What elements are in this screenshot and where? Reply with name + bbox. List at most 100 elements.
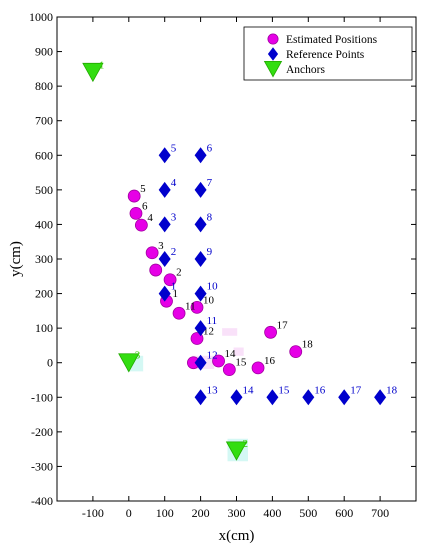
reference-points-label: 17 <box>350 384 362 396</box>
y-tick-label: -100 <box>31 390 53 404</box>
estimated-positions-point <box>212 354 225 368</box>
y-tick-label: -300 <box>31 459 53 473</box>
estimated-positions-point <box>163 273 177 287</box>
y-tick-label: 0 <box>47 356 53 370</box>
reference-points-point <box>158 147 171 164</box>
x-tick-label: 400 <box>263 506 281 520</box>
anchors-label: 3 <box>135 350 141 362</box>
y-tick-label: 700 <box>35 114 53 128</box>
reference-points-point <box>194 285 207 302</box>
legend-reference-points-label: Reference Points <box>286 49 365 61</box>
y-tick-label: 500 <box>35 183 53 197</box>
reference-points-label: 14 <box>243 384 255 396</box>
estimated-positions-point <box>172 306 186 320</box>
reference-points-point <box>194 251 207 267</box>
label-highlight <box>222 328 238 336</box>
x-tick-label: 200 <box>192 506 210 520</box>
estimated-positions-point <box>264 325 278 339</box>
reference-points-point <box>230 389 243 406</box>
estimated-positions-point <box>129 206 143 220</box>
x-tick-label: 700 <box>371 506 389 520</box>
reference-points-label: 7 <box>207 177 213 189</box>
x-axis-label: x(cm) <box>219 528 255 544</box>
estimated-positions-label: 17 <box>277 319 289 331</box>
legend-anchors-label: Anchors <box>286 64 325 76</box>
reference-points-label: 5 <box>171 142 177 154</box>
estimated-positions-point <box>190 300 204 314</box>
estimated-positions-point <box>190 332 204 345</box>
estimated-positions-point <box>289 345 303 359</box>
estimated-positions-label: 1 <box>172 288 178 300</box>
estimated-positions-label: 4 <box>147 212 153 224</box>
reference-points-point <box>374 389 387 406</box>
legend: Estimated Positions Reference Points Ancho… <box>243 26 413 81</box>
y-tick-label: 600 <box>35 148 53 162</box>
y-tick-label: 300 <box>35 252 53 266</box>
anchors-point <box>118 353 140 373</box>
reference-points-point <box>338 389 351 406</box>
reference-points-label: 3 <box>171 211 177 223</box>
reference-points-point <box>158 216 171 233</box>
legend-reference-points-swatch <box>267 47 279 61</box>
anchors-point <box>225 441 248 461</box>
reference-points-point <box>158 251 171 267</box>
estimated-positions-label: 5 <box>140 183 146 195</box>
y-tick-label: 900 <box>35 45 53 59</box>
anchors-label: 1 <box>99 59 105 71</box>
x-tick-label: 0 <box>126 506 132 520</box>
reference-points-point <box>194 320 207 337</box>
reference-points-point <box>158 285 171 302</box>
estimated-positions-label: 18 <box>302 339 314 351</box>
plot-frame <box>56 16 417 502</box>
reference-points-label: 10 <box>207 281 219 293</box>
legend-anchors-swatch <box>263 60 283 78</box>
reference-points-point <box>266 389 279 406</box>
reference-points-label: 2 <box>171 246 177 258</box>
reference-points-label: 9 <box>207 246 213 258</box>
y-tick-label: -400 <box>31 494 53 508</box>
estimated-positions-point <box>222 363 236 377</box>
anchors-label: 2 <box>243 438 249 450</box>
estimated-positions-point <box>127 189 141 203</box>
estimated-positions-point <box>134 218 148 232</box>
y-tick-label: 400 <box>35 217 53 231</box>
y-tick-label: 100 <box>35 321 53 335</box>
y-axis-label: y(cm) <box>8 241 24 277</box>
x-tick-label: 600 <box>335 506 353 520</box>
label-highlight <box>233 347 244 356</box>
reference-points-point <box>194 181 207 198</box>
estimated-positions-label: 16 <box>264 355 276 367</box>
estimated-positions-label: 2 <box>176 267 182 279</box>
estimated-positions-label: 12 <box>203 326 214 338</box>
reference-points-label: 8 <box>207 211 213 223</box>
estimated-positions-label: 10 <box>203 294 215 306</box>
reference-points-point <box>158 181 171 198</box>
y-tick-label: 1000 <box>29 10 53 24</box>
estimated-positions-label: 11 <box>185 300 196 312</box>
legend-estimated-positions-swatch <box>267 33 279 45</box>
axis-ticks: -100 0 100 200 300 400 500 600 700-400-300-200-1… <box>29 10 416 520</box>
estimated-positions-label: 14 <box>225 348 237 360</box>
reference-points-label: 15 <box>278 384 290 396</box>
x-tick-label: -100 <box>82 506 104 520</box>
reference-points-point <box>194 216 207 233</box>
reference-points-label: 16 <box>314 384 326 396</box>
estimated-positions-point <box>149 263 163 277</box>
legend-estimated-positions-label: Estimated Positions <box>286 34 378 46</box>
reference-points-label: 12 <box>207 350 218 362</box>
estimated-positions-point <box>251 361 265 375</box>
y-tick-label: 200 <box>35 287 53 301</box>
reference-points-point <box>194 147 207 164</box>
reference-points-label: 4 <box>171 177 177 189</box>
y-tick-label: 800 <box>35 79 53 93</box>
reference-points-label: 13 <box>207 384 219 396</box>
anchors-point <box>82 62 104 83</box>
reference-points-label: 1 <box>171 281 177 293</box>
reference-points-point <box>194 354 207 371</box>
reference-points-label: 11 <box>207 315 218 327</box>
reference-points-label: 18 <box>386 384 398 396</box>
estimated-positions-label: 6 <box>142 200 148 212</box>
estimated-positions-label: 15 <box>235 357 247 369</box>
